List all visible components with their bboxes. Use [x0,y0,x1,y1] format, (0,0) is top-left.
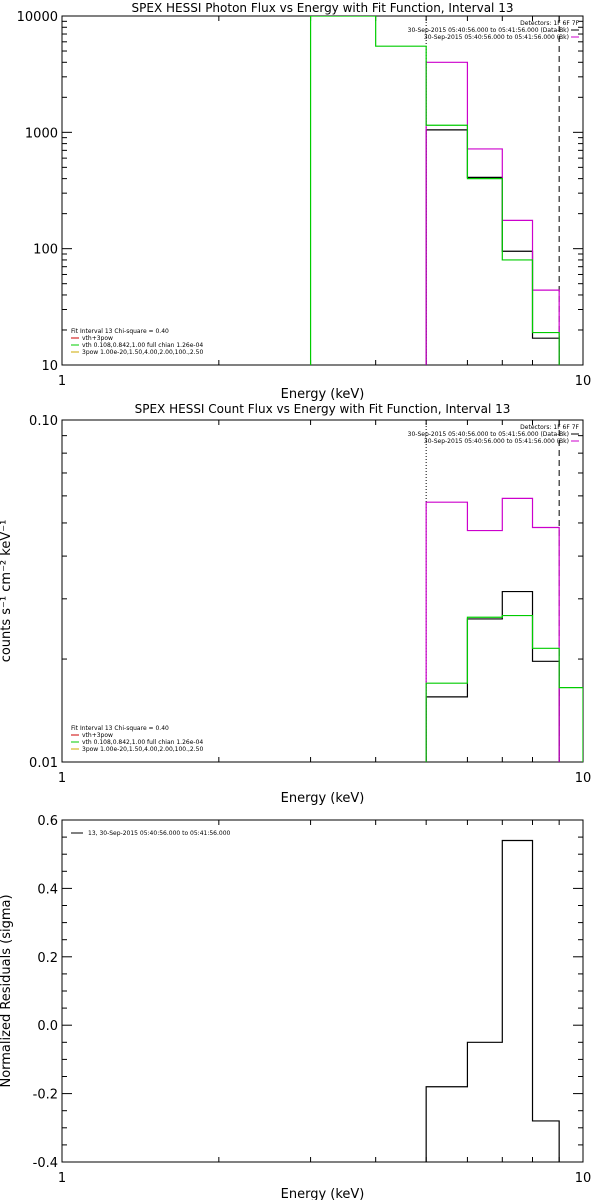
y-tick-label: 0.0 [37,1019,58,1034]
chart-title: SPEX HESSI Photon Flux vs Energy with Fi… [132,1,514,15]
legend-item-label: 3pow 1.00e-20,1.50,4.00,2.00,100.,2.50 [82,746,203,753]
series-3-step-line [309,16,560,365]
chart-title: SPEX HESSI Count Flux vs Energy with Fit… [135,402,511,416]
y-tick-label: 10000 [17,10,58,25]
legend-item-label: 30-Sep-2015 05:40:56.000 to 05:41:56.000… [424,34,569,41]
y-tick-label: 0.4 [37,882,58,897]
x-tick-label: 1 [58,771,66,786]
x-tick-label: 10 [575,374,592,389]
plot-frame [61,15,584,366]
x-tick-label: 10 [575,1171,592,1186]
legend-header-left: Fit Interval 13 Chi-square = 0.40 [71,725,169,732]
x-tick-label: 1 [58,1171,66,1186]
series-3-step-line [425,614,583,762]
series-2-step-line [425,61,560,365]
y-tick-label: 0.10 [29,414,58,429]
series-2-step-line [425,497,560,762]
legend-item-label: 30-Sep-2015 05:40:56.000 to 05:41:56.000… [424,438,569,445]
legend-item-label: 30-Sep-2015 05:40:56.000 to 05:41:56.000… [408,27,569,34]
legend-item-label: vth 0.108,0.842,1.00 full chian 1.26e-04 [82,342,203,349]
y-tick-label: -0.4 [33,1156,58,1171]
legend-item-label: 30-Sep-2015 05:40:56.000 to 05:41:56.000… [408,431,569,438]
series-1-step-line [425,129,560,365]
y-tick-label: 10 [41,359,58,374]
legend-item-label: vth+3pow [82,335,113,342]
y-tick-label: 0.6 [37,814,58,829]
chart-panel-2: SPEX HESSI Count Flux vs Energy with Fit… [0,402,591,806]
x-axis-label: Energy (keV) [281,387,365,402]
y-tick-label: 0.01 [29,756,58,771]
y-tick-label: -0.2 [33,1088,58,1103]
chart-panel-1: SPEX HESSI Photon Flux vs Energy with Fi… [17,1,592,402]
x-axis-label: Energy (keV) [281,791,365,806]
y-axis-label: counts s⁻¹ cm⁻² keV⁻¹ [0,520,14,663]
legend-item-label: vth+3pow [82,732,113,739]
chart-panel-3: Energy (keV) Normalized Residuals (sigma)… [0,814,591,1200]
legend-item-label: 13, 30-Sep-2015 05:40:56.000 to 05:41:56… [88,830,231,837]
series-1-step-line [425,590,560,762]
legend-header-right: Detectors: 1F 6F 7F [520,20,579,27]
series-1-step-line [425,839,560,1162]
y-tick-label: 1000 [25,126,58,141]
plot-frame [61,419,584,763]
legend-item-label: 3pow 1.00e-20,1.50,4.00,2.00,100.,2.50 [82,349,203,356]
legend-item-label: vth 0.108,0.842,1.00 full chian 1.26e-04 [82,739,203,746]
plot-frame [61,819,584,1163]
legend-header-right: Detectors: 1F 6F 7F [520,424,579,431]
y-axis-label: Normalized Residuals (sigma) [0,894,14,1087]
y-tick-label: 0.2 [37,951,58,966]
x-axis-label: Energy (keV) [281,1187,365,1200]
y-tick-label: 100 [33,243,58,258]
x-tick-label: 1 [58,374,66,389]
x-tick-label: 10 [575,771,592,786]
legend-header-left: Fit Interval 13 Chi-square = 0.40 [71,328,169,335]
